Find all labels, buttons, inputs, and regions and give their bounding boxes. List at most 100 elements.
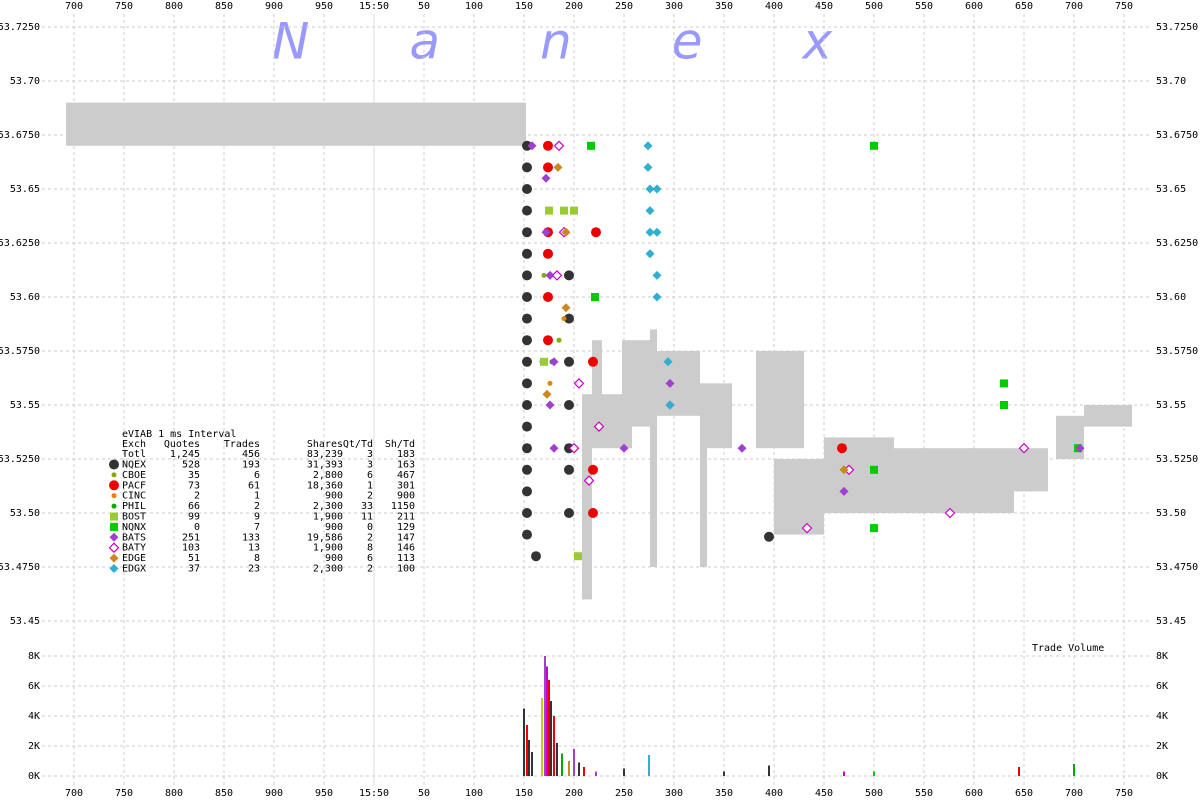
trade-point — [587, 141, 595, 150]
stats-cell: 1,900 — [313, 543, 343, 554]
trade-point — [522, 248, 532, 259]
trade-point — [574, 552, 582, 561]
x-tick-label: 450 — [815, 788, 833, 799]
stats-cell: 528 — [182, 460, 200, 471]
trade-point — [551, 270, 563, 281]
stats-cell: 2,800 — [313, 470, 343, 481]
stats-cell: 1,900 — [313, 512, 343, 523]
stats-cell: 3 — [367, 449, 373, 460]
y-tick-label: 2K — [28, 741, 40, 752]
legend-marker — [111, 503, 117, 509]
legend-label: BOST — [122, 512, 146, 523]
trade-point — [541, 173, 551, 183]
trade-point — [568, 442, 580, 454]
trade-point — [561, 227, 571, 237]
x-tick-label: 250 — [615, 788, 633, 799]
volume-bar — [548, 680, 550, 776]
volume-bar — [723, 771, 725, 776]
trade-point — [870, 141, 878, 150]
stats-cell: 6 — [367, 553, 373, 564]
x-tick-label: 750 — [115, 1, 133, 12]
volume-bar — [623, 768, 625, 776]
x-tick-label: 500 — [865, 1, 883, 12]
quote-band — [1056, 415, 1084, 459]
trade-point — [522, 400, 532, 410]
x-tick-label: 600 — [965, 788, 983, 799]
y-tick-label: 53.70 — [1156, 76, 1186, 87]
x-tick-label: 400 — [765, 1, 783, 12]
quote-band — [756, 351, 804, 449]
trade-point — [839, 465, 849, 475]
y-tick-label: 53.65 — [1156, 184, 1186, 195]
x-tick-label: 850 — [215, 788, 233, 799]
stats-cell: 900 — [325, 491, 343, 502]
volume-bar — [550, 701, 552, 776]
trade-point — [522, 313, 532, 324]
x-tick-label: 900 — [265, 1, 283, 12]
y-tick-label: 53.60 — [1156, 292, 1186, 303]
legend-label: EDGX — [122, 564, 146, 575]
stats-cell: 33 — [361, 501, 373, 512]
trade-point — [522, 356, 532, 367]
x-tick-label: 300 — [665, 788, 683, 799]
x-tick-label: 650 — [1015, 1, 1033, 12]
stats-header: Sh/Td — [385, 439, 415, 450]
legend-marker — [109, 532, 119, 542]
trade-point — [870, 465, 878, 474]
trade-point — [556, 337, 562, 343]
stats-cell: 19,586 — [307, 532, 343, 543]
trade-point — [549, 443, 559, 453]
quote-band — [657, 351, 700, 416]
volume-bar — [561, 753, 563, 776]
legend-label: EDGE — [122, 553, 146, 564]
quote-band — [650, 329, 657, 567]
trade-point — [561, 303, 571, 313]
trade-point — [643, 162, 653, 172]
legend-marker — [109, 553, 119, 563]
trade-point — [527, 141, 537, 151]
trade-point — [652, 184, 662, 194]
stats-cell: 8 — [254, 553, 260, 564]
y-tick-label: 53.4750 — [0, 562, 40, 573]
y-tick-label: 8K — [28, 651, 40, 662]
volume-bar — [531, 752, 533, 776]
stats-cell: 6 — [367, 470, 373, 481]
x-tick-label: 750 — [1115, 1, 1133, 12]
volume-bar — [541, 698, 543, 776]
trade-point — [522, 335, 532, 346]
y-tick-label: 53.7250 — [1156, 22, 1198, 33]
trade-point — [645, 249, 655, 259]
trade-point — [522, 205, 532, 216]
x-tick-label: 15:50 — [359, 788, 389, 799]
trade-point — [522, 227, 532, 238]
trade-point — [543, 335, 553, 346]
legend-marker — [109, 564, 119, 573]
stats-cell: 11 — [361, 512, 373, 523]
stats-cell: 3 — [367, 460, 373, 471]
trade-point — [564, 400, 574, 410]
trade-point — [837, 443, 847, 454]
quote-band — [1014, 448, 1048, 492]
trade-point — [665, 378, 675, 388]
trade-point — [522, 529, 532, 540]
trade-point — [573, 378, 585, 389]
quote-band — [582, 394, 592, 600]
trade-point — [542, 389, 552, 399]
stats-cell: 146 — [397, 543, 415, 554]
x-tick-label: 200 — [565, 788, 583, 799]
y-tick-label: 53.55 — [1156, 400, 1186, 411]
x-tick-label: 600 — [965, 1, 983, 12]
trade-point — [1000, 401, 1008, 409]
volume-bar — [528, 740, 530, 776]
trade-point — [645, 227, 655, 237]
trade-point — [591, 227, 601, 238]
legend-label: NQEX — [122, 460, 146, 471]
stats-cell: 2 — [367, 532, 373, 543]
trade-point — [540, 357, 548, 366]
stats-cell: 66 — [188, 501, 200, 512]
volume-bar — [843, 771, 845, 776]
volume-bar — [1073, 764, 1075, 776]
trade-point — [645, 206, 655, 216]
x-tick-label: 550 — [915, 788, 933, 799]
trade-point — [543, 162, 553, 173]
